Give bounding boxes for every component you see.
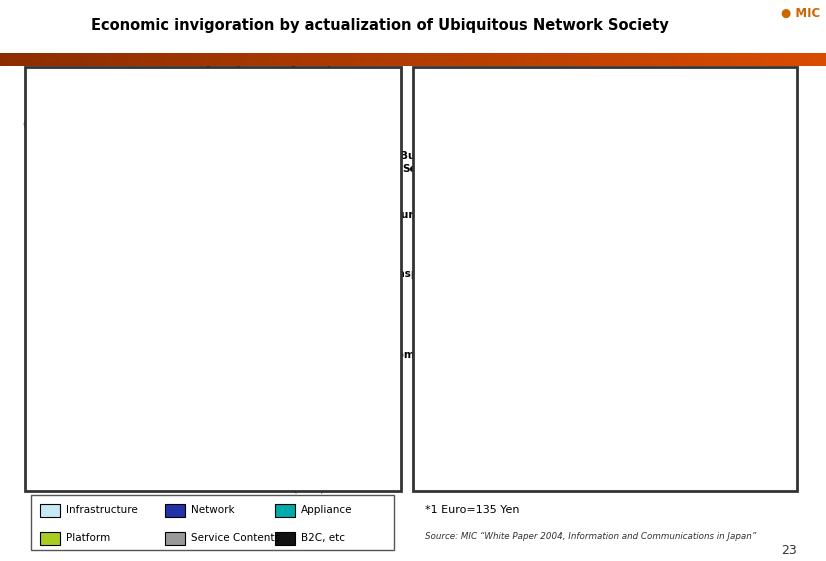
Text: 5.1: 5.1 <box>154 352 169 361</box>
Text: Business
Services
6%: Business Services 6% <box>400 151 452 187</box>
Polygon shape <box>246 264 329 278</box>
Polygon shape <box>92 442 376 456</box>
Bar <box>40 532 60 545</box>
Polygon shape <box>128 408 211 422</box>
Text: 87.6 trillion yen in 2010
(Approx. three times)
(648.9 billion euro*): 87.6 trillion yen in 2010 (Approx. three… <box>162 140 311 178</box>
Polygon shape <box>195 329 211 348</box>
Text: 1.5: 1.5 <box>154 341 169 350</box>
Text: ICT
37%: ICT 37% <box>758 232 784 254</box>
Polygon shape <box>195 352 211 376</box>
FancyArrow shape <box>143 175 266 366</box>
Text: 3.0: 3.0 <box>154 366 169 375</box>
Bar <box>275 532 296 545</box>
Text: 8.5: 8.5 <box>272 246 287 255</box>
Text: Service Contents: Service Contents <box>191 534 280 544</box>
Polygon shape <box>195 408 211 442</box>
Polygon shape <box>246 251 329 265</box>
Text: Transport
7%: Transport 7% <box>380 269 437 292</box>
Wedge shape <box>547 174 605 273</box>
Text: Infrastructure: Infrastructure <box>66 505 137 515</box>
Text: Economic invigoration by actualization of Ubiquitous Network Society: Economic invigoration by actualization o… <box>91 18 669 33</box>
Polygon shape <box>195 399 211 422</box>
Text: (trillion yen): (trillion yen) <box>22 120 78 129</box>
Bar <box>246 265 313 278</box>
Bar <box>165 532 185 545</box>
Polygon shape <box>313 222 329 265</box>
Text: Source: MIC “White Paper 2004, Information and Communications in Japan”: Source: MIC “White Paper 2004, Informati… <box>425 532 756 541</box>
Polygon shape <box>128 352 211 365</box>
Bar <box>128 348 195 365</box>
Polygon shape <box>195 362 211 413</box>
Text: Network: Network <box>191 505 235 515</box>
Text: 18.1: 18.1 <box>268 304 291 313</box>
Bar <box>40 504 60 517</box>
Polygon shape <box>246 360 329 374</box>
Text: 19.7: 19.7 <box>268 403 291 412</box>
Text: 2003(H15): 2003(H15) <box>132 473 192 483</box>
Text: Others
10%: Others 10% <box>581 107 620 129</box>
Bar <box>246 340 313 374</box>
Wedge shape <box>507 220 605 273</box>
Text: Manufacturing
(Excluding ICT)
21%: Manufacturing (Excluding ICT) 21% <box>659 431 748 467</box>
Text: 2.6: 2.6 <box>154 413 169 422</box>
Bar <box>128 422 195 442</box>
Polygon shape <box>128 329 211 343</box>
Polygon shape <box>128 362 211 376</box>
Bar <box>246 138 313 236</box>
Bar <box>128 413 195 422</box>
Text: Appliance: Appliance <box>301 505 353 515</box>
Wedge shape <box>558 273 677 371</box>
Bar <box>128 365 195 376</box>
Bar <box>128 343 195 348</box>
Wedge shape <box>605 174 704 341</box>
Bar <box>165 504 185 517</box>
Text: 3.6: 3.6 <box>272 266 287 275</box>
Bar <box>246 278 313 340</box>
Text: Platform: Platform <box>66 534 110 544</box>
Text: Economic ripple
effect will amount
to 120.5 trillion yen
(892.6 billion euro*): Economic ripple effect will amount to 12… <box>553 251 686 318</box>
Wedge shape <box>521 192 605 273</box>
Text: ● MIC: ● MIC <box>781 7 820 20</box>
Wedge shape <box>511 273 605 360</box>
Polygon shape <box>195 334 211 365</box>
Polygon shape <box>128 399 211 413</box>
Polygon shape <box>313 360 329 442</box>
Text: 23: 23 <box>781 544 797 557</box>
Text: *1 Euro=135 Yen: *1 Euro=135 Yen <box>425 505 520 515</box>
Text: Present status and estimate of market
size of ubiquitous network: Present status and estimate of market si… <box>77 66 349 97</box>
Text: 9.7: 9.7 <box>271 352 287 361</box>
Text: 28.1: 28.1 <box>268 182 291 191</box>
Bar <box>246 236 313 265</box>
Polygon shape <box>313 125 329 236</box>
Text: 28.7 trillion yen
(11.5 trillion rupee *): 28.7 trillion yen (11.5 trillion rupee *… <box>38 303 163 341</box>
Bar <box>128 376 195 413</box>
Polygon shape <box>246 327 329 340</box>
Polygon shape <box>313 264 329 340</box>
Bar <box>246 374 313 442</box>
Text: Finance, Insurance
7%: Finance, Insurance 7% <box>330 210 442 233</box>
Text: 2010(H22): 2010(H22) <box>266 484 325 494</box>
Polygon shape <box>313 327 329 374</box>
Text: 10.7: 10.7 <box>150 390 173 399</box>
Polygon shape <box>313 251 329 278</box>
Bar <box>275 504 296 517</box>
Text: 5.8: 5.8 <box>154 427 169 436</box>
Polygon shape <box>128 334 211 348</box>
Text: B2C, etc: B2C, etc <box>301 534 345 544</box>
Text: Ripple effect of ubiquitous network: Ripple effect of ubiquitous network <box>472 76 738 89</box>
Polygon shape <box>246 222 329 236</box>
Polygon shape <box>246 125 329 138</box>
Text: Commerce
12%: Commerce 12% <box>390 350 452 373</box>
Wedge shape <box>506 260 605 304</box>
